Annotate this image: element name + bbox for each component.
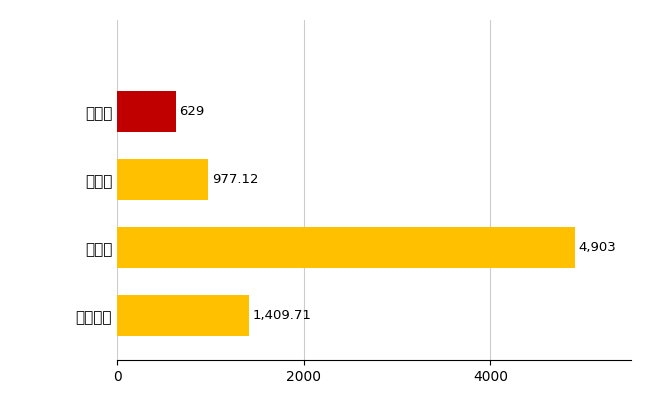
Text: 977.12: 977.12 (212, 173, 259, 186)
Text: 4,903: 4,903 (578, 241, 616, 254)
Text: 629: 629 (179, 105, 205, 118)
Bar (117, 227, 575, 268)
Text: 1,409.71: 1,409.71 (252, 309, 311, 322)
Bar (117, 160, 208, 200)
Bar (117, 295, 248, 336)
Bar (117, 91, 176, 132)
